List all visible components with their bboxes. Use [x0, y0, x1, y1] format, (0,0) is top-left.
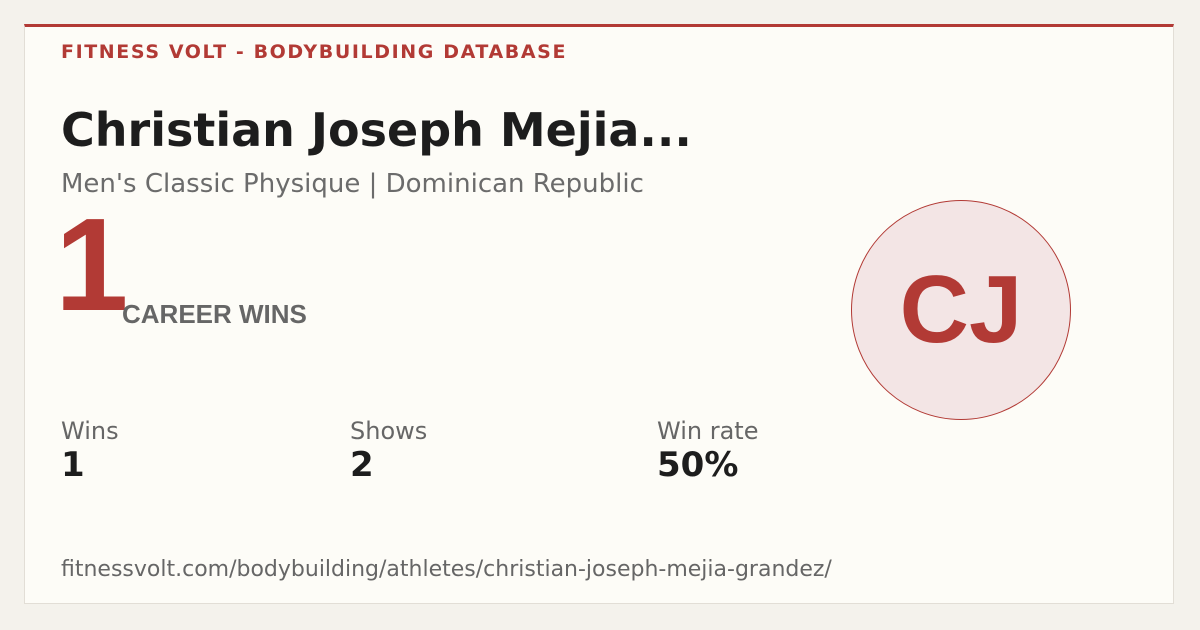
stat-label: Win rate — [657, 417, 759, 445]
athlete-subtitle: Men's Classic Physique | Dominican Repub… — [61, 169, 644, 199]
stat-value: 1 — [61, 445, 85, 485]
page-url: fitnessvolt.com/bodybuilding/athletes/ch… — [61, 557, 832, 582]
hero-value: 1 — [55, 191, 128, 338]
avatar: CJ — [851, 200, 1071, 420]
card: FITNESS VOLT - BODYBUILDING DATABASE Chr… — [24, 24, 1174, 604]
stat-value: 50% — [657, 445, 739, 485]
stat-value: 2 — [350, 445, 374, 485]
stat-label: Shows — [350, 417, 428, 445]
athlete-name: Christian Joseph Mejia... — [61, 103, 692, 157]
stat-label: Wins — [61, 417, 119, 445]
site-title: FITNESS VOLT - BODYBUILDING DATABASE — [61, 41, 568, 63]
hero-label: CAREER WINS — [122, 299, 307, 329]
